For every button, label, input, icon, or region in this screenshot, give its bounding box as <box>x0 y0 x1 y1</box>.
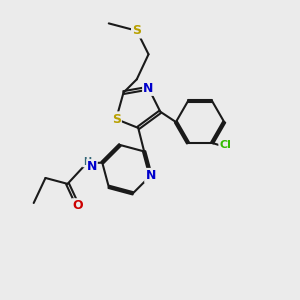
Text: S: S <box>132 24 141 37</box>
Text: N: N <box>143 82 154 95</box>
Text: N: N <box>87 160 97 173</box>
Text: S: S <box>112 112 121 126</box>
Text: H: H <box>82 157 91 167</box>
Text: Cl: Cl <box>219 140 231 150</box>
Text: N: N <box>146 169 156 182</box>
Text: O: O <box>73 200 83 212</box>
